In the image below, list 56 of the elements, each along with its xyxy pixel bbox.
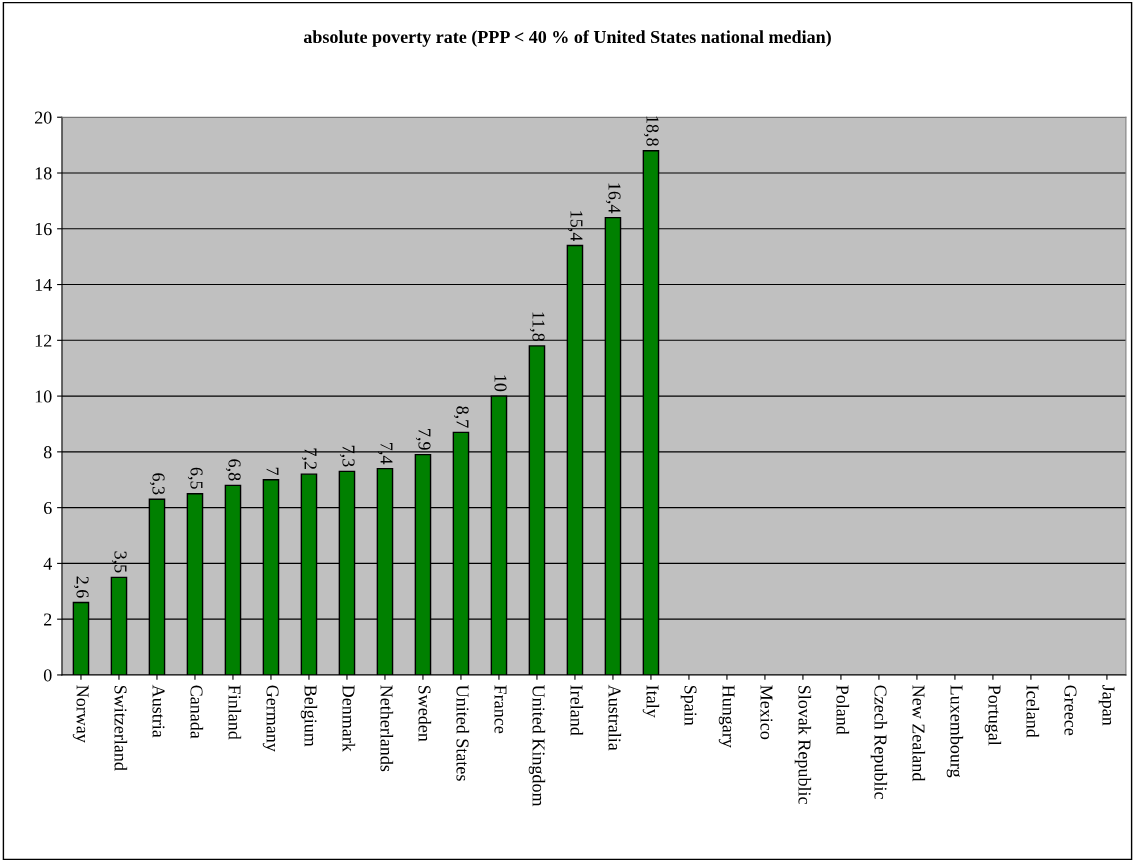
data-label: 8,7	[453, 406, 469, 428]
y-tick-label: 10	[35, 390, 52, 403]
data-label: 7,9	[415, 429, 431, 450]
x-tick-label: United States	[456, 685, 470, 781]
x-tick-label: Hungary	[718, 685, 735, 748]
data-label: 16,4	[605, 183, 621, 214]
x-tick-label: Iceland	[1026, 685, 1040, 738]
data-label: 7	[266, 467, 279, 476]
y-tick-label: 4	[43, 557, 52, 570]
data-label: 7,2	[301, 448, 317, 470]
y-tick-label: 14	[35, 278, 52, 291]
x-tick-label: Portugal	[984, 685, 1002, 746]
x-tick-label: Belgium	[300, 685, 318, 747]
data-label: 6,8	[225, 459, 241, 481]
x-tick-label: Japan	[1098, 685, 1115, 726]
y-tick-label: 12	[35, 334, 52, 347]
x-tick-label: Czech Republic	[870, 685, 888, 799]
y-tick-label: 6	[44, 501, 52, 515]
x-tick-label: Luxembourg	[946, 685, 964, 778]
x-tick-label: Sweden	[418, 685, 432, 742]
x-tick-label: Canada	[190, 685, 204, 739]
x-tick-label: Norway	[72, 685, 89, 743]
data-label: 3,5	[111, 551, 127, 573]
data-label: 18,8	[643, 116, 659, 146]
data-label: 7,4	[377, 443, 393, 465]
data-label: 10	[494, 375, 507, 392]
y-tick-label: 8	[43, 446, 52, 459]
data-label: 7,3	[339, 445, 355, 467]
x-tick-label: Austria	[152, 684, 165, 738]
x-tick-label: Italy	[642, 685, 660, 718]
data-label: 2,6	[73, 576, 89, 598]
y-tick-label: 16	[35, 223, 52, 236]
x-tick-label: Finland	[228, 685, 242, 740]
data-label: 6,5	[187, 467, 203, 489]
x-tick-label: Poland	[836, 685, 850, 735]
chart-title: absolute poverty rate (PPP < 40 % of United States national median)	[303, 30, 831, 47]
x-tick-label: Germany	[262, 685, 279, 752]
data-label: 11,8	[529, 312, 545, 342]
x-tick-label: Australia	[608, 684, 622, 751]
x-tick-label: Ireland	[570, 685, 584, 736]
x-tick-label: United Kingdom	[528, 685, 546, 807]
x-tick-label: France	[494, 685, 507, 734]
y-tick-label: 2	[44, 613, 52, 626]
x-tick-label: Greece	[1064, 685, 1077, 736]
y-tick-label: 0	[43, 669, 52, 682]
data-label: 6,3	[149, 473, 165, 495]
x-tick-label: Spain	[680, 685, 697, 726]
data-label: 15,4	[567, 211, 583, 242]
x-tick-label: Slovak Republic	[794, 685, 812, 804]
x-tick-label: New Zealand	[912, 685, 926, 782]
x-tick-label: Switzerland	[114, 685, 128, 771]
x-tick-label: Denmark	[342, 685, 356, 752]
y-tick-label: 18	[35, 167, 52, 180]
x-tick-label: Netherlands	[380, 685, 394, 772]
x-tick-label: Mexico	[760, 685, 773, 740]
y-tick-label: 20	[34, 111, 52, 124]
